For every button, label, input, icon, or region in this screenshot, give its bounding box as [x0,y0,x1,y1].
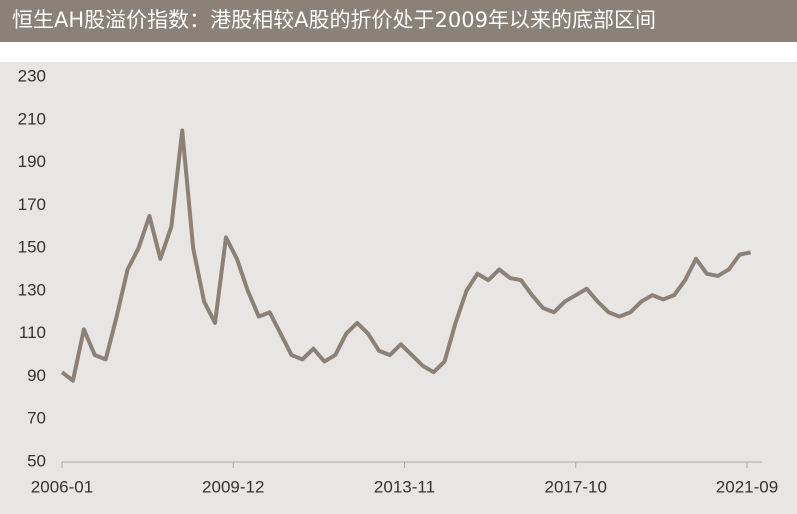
data-line [60,128,752,383]
y-tick-label: 230 [18,66,46,85]
x-tick-label: 2021-09 [716,477,778,496]
y-tick-label: 150 [18,238,46,257]
y-tick-label: 170 [18,195,46,214]
chart-title: 恒生AH股溢价指数：港股相较A股的折价处于2009年以来的底部区间 [12,8,656,32]
x-tick-label: 2009-12 [202,477,264,496]
plot-background [0,62,797,514]
y-tick-label: 210 [18,109,46,128]
y-tick-label: 190 [18,152,46,171]
y-tick-label: 110 [19,323,46,342]
y-tick-label: 50 [27,451,46,470]
x-tick-label: 2013-11 [374,477,435,496]
x-tick-label: 2006-01 [31,477,93,496]
y-tick-label: 90 [27,366,46,385]
y-tick-label: 70 [27,409,46,428]
x-tick-label: 2017-10 [545,477,607,496]
title-bar [0,0,797,42]
y-tick-label: 130 [18,280,46,299]
